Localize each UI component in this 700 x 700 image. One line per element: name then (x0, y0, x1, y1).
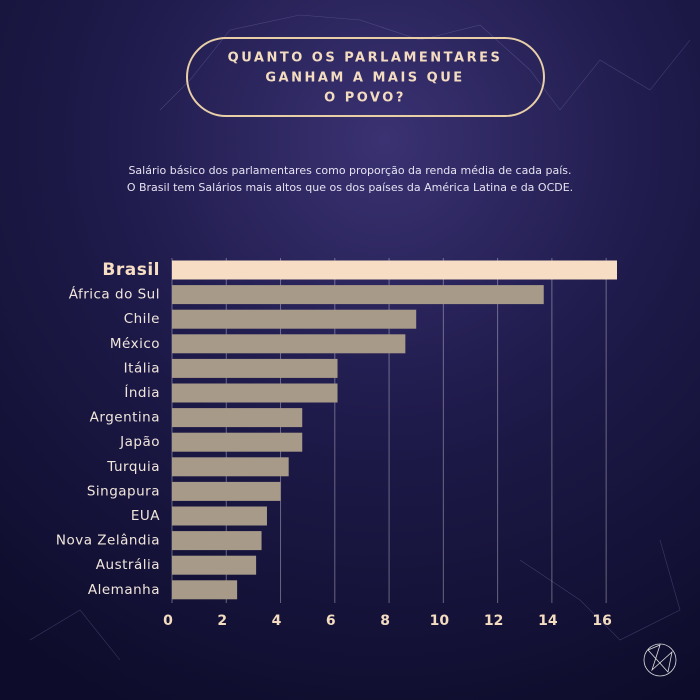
title-frame (186, 37, 545, 117)
x-tick-label: 0 (163, 613, 173, 629)
bar (172, 481, 281, 501)
y-tick-label: Turquia (106, 459, 160, 475)
subtitle: O Brasil tem Salários mais altos que os … (127, 181, 573, 194)
y-tick-label: Nova Zelândia (56, 533, 160, 549)
x-tick-label: 14 (538, 613, 558, 629)
bar (172, 260, 617, 280)
bar (172, 506, 267, 526)
bar (172, 555, 257, 575)
chart-title: QUANTO OS PARLAMENTARES (228, 51, 503, 66)
bar (172, 334, 406, 354)
x-tick-label: 6 (326, 613, 336, 629)
x-tick-label: 8 (380, 613, 390, 629)
y-tick-label: México (110, 336, 160, 352)
y-tick-label: Argentina (90, 410, 160, 426)
bar (172, 531, 262, 551)
x-tick-label: 16 (592, 613, 611, 629)
chart-title: GANHAM A MAIS QUE (265, 71, 464, 86)
y-tick-label: Japão (119, 434, 160, 450)
bar (172, 358, 338, 378)
bar (172, 383, 338, 403)
bar (172, 285, 544, 305)
bar (172, 457, 289, 477)
x-tick-label: 12 (484, 613, 503, 629)
y-tick-label: Alemanha (88, 582, 160, 598)
chart-title: O POVO? (324, 91, 406, 106)
x-tick-label: 10 (430, 613, 450, 629)
subtitle: Salário básico dos parlamentares como pr… (128, 164, 571, 177)
y-tick-label: Itália (124, 360, 160, 376)
y-tick-label: Austrália (96, 557, 160, 573)
y-tick-label: África do Sul (69, 286, 160, 303)
y-tick-label: Índia (124, 384, 160, 401)
x-tick-label: 4 (272, 613, 282, 629)
x-tick-label: 2 (217, 613, 227, 629)
y-tick-label: Brasil (102, 260, 160, 280)
bar (172, 309, 417, 329)
y-tick-label: Chile (124, 311, 160, 327)
bar (172, 580, 238, 600)
logo (643, 643, 677, 677)
bar (172, 408, 303, 428)
bar (172, 432, 303, 452)
constellation (29, 14, 691, 661)
y-tick-label: EUA (131, 508, 160, 524)
y-tick-label: Singapura (87, 483, 160, 499)
